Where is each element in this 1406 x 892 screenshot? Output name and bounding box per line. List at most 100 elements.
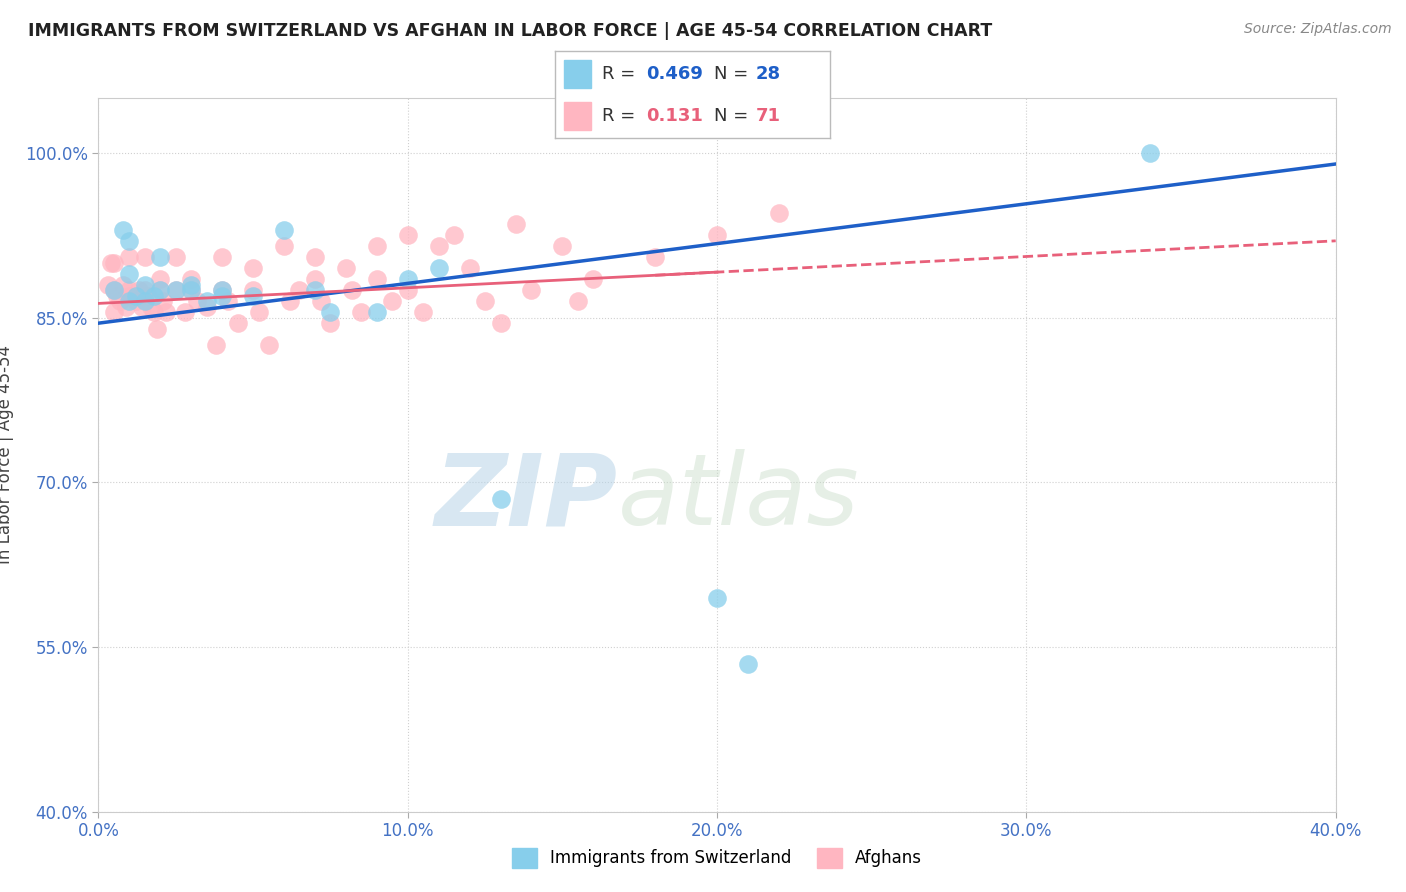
Point	[118, 294, 141, 309]
Point	[124, 294, 146, 309]
Point	[273, 223, 295, 237]
Point	[180, 283, 202, 297]
Point	[242, 283, 264, 297]
Point	[146, 321, 169, 335]
Point	[131, 300, 153, 314]
Point	[143, 289, 166, 303]
Point	[186, 294, 208, 309]
Point	[211, 289, 233, 303]
Point	[165, 283, 187, 297]
Point	[134, 277, 156, 292]
Point	[103, 283, 125, 297]
Point	[115, 300, 138, 314]
Point	[143, 305, 166, 319]
Point	[567, 294, 589, 309]
Point	[427, 261, 450, 276]
Point	[100, 256, 122, 270]
Point	[139, 300, 162, 314]
Point	[128, 283, 150, 297]
Point	[217, 294, 239, 309]
Point	[582, 272, 605, 286]
Point	[149, 283, 172, 297]
Point	[195, 300, 218, 314]
Point	[396, 228, 419, 243]
Point	[706, 228, 728, 243]
Point	[152, 294, 174, 309]
Point	[242, 289, 264, 303]
Point	[489, 491, 512, 506]
Point	[118, 289, 141, 303]
Text: atlas: atlas	[619, 450, 859, 546]
Point	[97, 277, 120, 292]
Point	[118, 283, 141, 297]
Point	[211, 250, 233, 264]
Point	[118, 267, 141, 281]
Point	[180, 272, 202, 286]
Point	[149, 283, 172, 297]
Point	[165, 250, 187, 264]
Point	[551, 239, 574, 253]
Point	[304, 283, 326, 297]
Legend: Immigrants from Switzerland, Afghans: Immigrants from Switzerland, Afghans	[505, 841, 929, 875]
Point	[427, 239, 450, 253]
Text: N =: N =	[714, 64, 755, 83]
Point	[350, 305, 373, 319]
Point	[304, 272, 326, 286]
Point	[103, 283, 125, 297]
Point	[105, 289, 128, 303]
Point	[458, 261, 481, 276]
Text: 0.131: 0.131	[645, 106, 703, 125]
Point	[112, 223, 135, 237]
Point	[134, 250, 156, 264]
Point	[211, 283, 233, 297]
Point	[520, 283, 543, 297]
Point	[644, 250, 666, 264]
Point	[165, 283, 187, 297]
Text: Source: ZipAtlas.com: Source: ZipAtlas.com	[1244, 22, 1392, 37]
Text: ZIP: ZIP	[434, 450, 619, 546]
Point	[149, 272, 172, 286]
Text: N =: N =	[714, 106, 755, 125]
Point	[257, 338, 280, 352]
Point	[309, 294, 332, 309]
Point	[366, 272, 388, 286]
Point	[381, 294, 404, 309]
Point	[278, 294, 301, 309]
Text: R =: R =	[602, 106, 647, 125]
Point	[288, 283, 311, 297]
Point	[396, 272, 419, 286]
Point	[211, 283, 233, 297]
Point	[474, 294, 496, 309]
Point	[366, 239, 388, 253]
Point	[366, 305, 388, 319]
Text: 28: 28	[755, 64, 780, 83]
Point	[706, 591, 728, 605]
Point	[118, 250, 141, 264]
Point	[136, 289, 159, 303]
Point	[247, 305, 270, 319]
Point	[149, 250, 172, 264]
Point	[103, 305, 125, 319]
Point	[273, 239, 295, 253]
Point	[396, 283, 419, 297]
Point	[118, 234, 141, 248]
Point	[226, 316, 249, 330]
Point	[242, 261, 264, 276]
Point	[319, 316, 342, 330]
Point	[737, 657, 759, 671]
Point	[1139, 146, 1161, 161]
Point	[335, 261, 357, 276]
Text: 71: 71	[755, 106, 780, 125]
Point	[180, 283, 202, 297]
Point	[174, 305, 197, 319]
Point	[505, 218, 527, 232]
Point	[304, 250, 326, 264]
Point	[180, 277, 202, 292]
Point	[319, 305, 342, 319]
Point	[134, 294, 156, 309]
Point	[768, 206, 790, 220]
Bar	[564, 102, 591, 129]
Y-axis label: In Labor Force | Age 45-54: In Labor Force | Age 45-54	[0, 345, 14, 565]
Point	[108, 294, 131, 309]
Point	[112, 277, 135, 292]
